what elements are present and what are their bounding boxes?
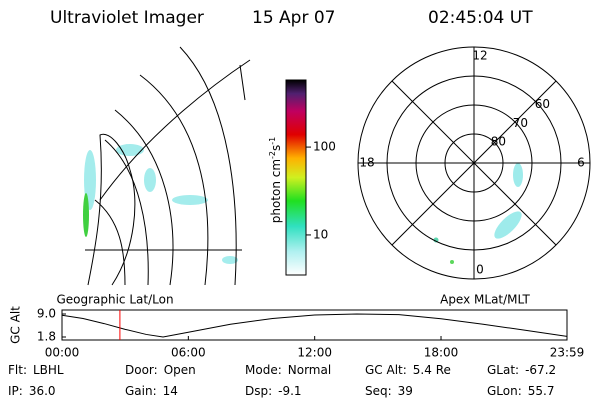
y-axis-label: GC Alt <box>9 306 23 344</box>
info-label: GLon: <box>487 384 522 398</box>
info-item: Dsp: -9.1 <box>245 384 302 398</box>
info-value: Normal <box>288 363 331 377</box>
info-item: GLat: -67.2 <box>487 363 556 377</box>
colorbar-tick-label: 10 <box>313 227 328 241</box>
info-label: Gain: <box>125 384 157 398</box>
title: Ultraviolet Imager <box>50 8 204 28</box>
altitude-line <box>61 313 568 338</box>
info-value: LBHL <box>33 363 64 377</box>
info-item: Seq: 39 <box>365 384 413 398</box>
mlt-label: 0 <box>476 263 484 277</box>
info-value: 14 <box>163 384 178 398</box>
info-value: -9.1 <box>278 384 301 398</box>
info-label: Seq: <box>365 384 392 398</box>
geographic-map <box>83 46 251 286</box>
mlt-label: 18 <box>359 156 374 170</box>
info-value: -67.2 <box>525 363 556 377</box>
lat-label: 60 <box>535 97 550 111</box>
info-item: Gain: 14 <box>125 384 178 398</box>
mlt-label: 6 <box>577 156 585 170</box>
y-tick-label: 1.8 <box>37 329 56 343</box>
info-item: GC Alt: 5.4 Re <box>365 363 451 377</box>
mlt-label: 12 <box>472 49 487 63</box>
info-value: 39 <box>398 384 413 398</box>
colorbar-tick-label: 100 <box>313 140 336 154</box>
info-label: Flt: <box>8 363 27 377</box>
info-label: GC Alt: <box>365 363 407 377</box>
polar-label: Apex MLat/MLT <box>440 293 530 307</box>
y-tick-label: 9.0 <box>37 306 56 320</box>
info-value: 5.4 Re <box>413 363 451 377</box>
info-value: 55.7 <box>528 384 555 398</box>
lat-label: 80 <box>491 135 506 149</box>
info-item: Door: Open <box>125 363 196 377</box>
time: 02:45:04 UT <box>428 8 533 28</box>
info-item: Flt: LBHL <box>8 363 64 377</box>
info-label: Door: <box>125 363 158 377</box>
info-label: Mode: <box>245 363 282 377</box>
info-label: GLat: <box>487 363 519 377</box>
info-item: GLon: 55.7 <box>487 384 554 398</box>
x-tick-label: 00:00 <box>45 346 80 360</box>
map-label: Geographic Lat/Lon <box>56 293 173 307</box>
info-label: Dsp: <box>245 384 272 398</box>
polar-aurora <box>433 163 523 264</box>
x-tick-label: 23:59 <box>550 346 585 360</box>
x-tick-label: 18:00 <box>424 346 459 360</box>
info-item: IP: 36.0 <box>8 384 56 398</box>
x-tick-label: 06:00 <box>171 346 206 360</box>
lat-label: 70 <box>513 116 528 130</box>
colorbar-label: photon cm-2s-1 <box>268 137 283 224</box>
lat-circle <box>386 75 562 251</box>
info-item: Mode: Normal <box>245 363 331 377</box>
info-value: 36.0 <box>29 384 56 398</box>
lat-circle <box>444 133 504 193</box>
info-value: Open <box>164 363 196 377</box>
colorbar <box>285 79 307 276</box>
lat-circle <box>415 104 533 222</box>
date: 15 Apr 07 <box>252 8 335 28</box>
x-tick-label: 12:00 <box>297 346 332 360</box>
polar-spoke <box>391 80 557 246</box>
info-label: IP: <box>8 384 23 398</box>
